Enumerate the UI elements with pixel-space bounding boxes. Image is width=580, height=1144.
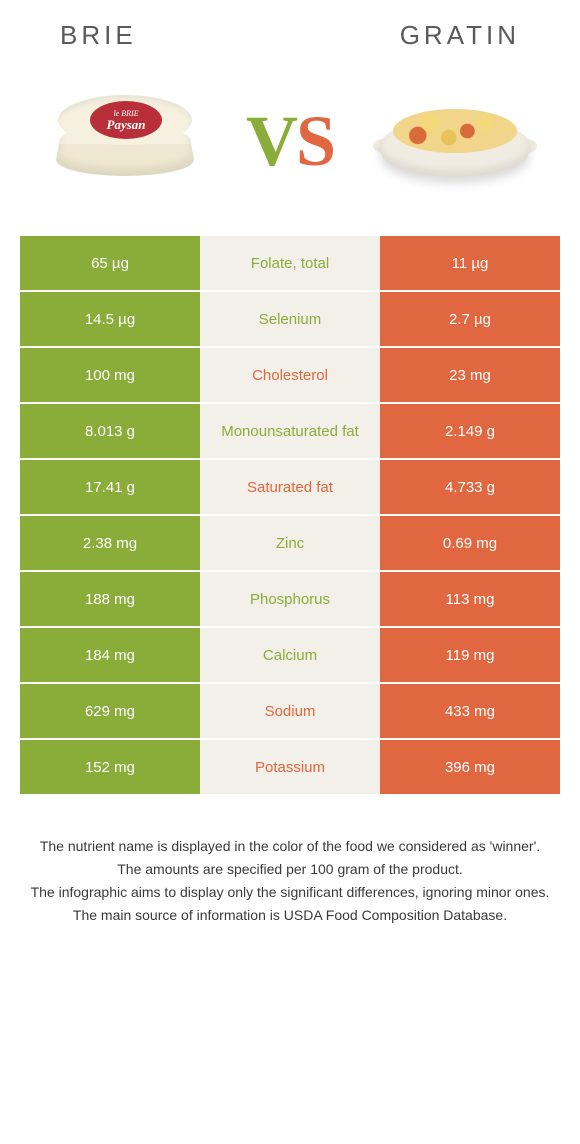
right-value: 119 mg (380, 628, 560, 684)
nutrient-table: 65 µgFolate, total11 µg14.5 µgSelenium2.… (20, 236, 560, 796)
footnotes: The nutrient name is displayed in the co… (20, 796, 560, 926)
right-value: 23 mg (380, 348, 560, 404)
gratin-illustration (375, 91, 535, 191)
nutrient-label: Sodium (200, 684, 380, 740)
left-value: 14.5 µg (20, 292, 200, 348)
footnote-line: The infographic aims to display only the… (30, 882, 550, 903)
table-row: 100 mgCholesterol23 mg (20, 348, 560, 404)
left-food-image: le BRIE Paysan (40, 76, 210, 206)
vs-icon: VS (246, 100, 334, 183)
table-row: 2.38 mgZinc0.69 mg (20, 516, 560, 572)
nutrient-label: Folate, total (200, 236, 380, 292)
footnote-line: The amounts are specified per 100 gram o… (30, 859, 550, 880)
left-value: 17.41 g (20, 460, 200, 516)
nutrient-label: Zinc (200, 516, 380, 572)
table-row: 65 µgFolate, total11 µg (20, 236, 560, 292)
nutrient-label: Cholesterol (200, 348, 380, 404)
left-value: 629 mg (20, 684, 200, 740)
nutrient-label: Monounsaturated fat (200, 404, 380, 460)
table-row: 14.5 µgSelenium2.7 µg (20, 292, 560, 348)
footnote-line: The nutrient name is displayed in the co… (30, 836, 550, 857)
right-value: 2.7 µg (380, 292, 560, 348)
table-row: 184 mgCalcium119 mg (20, 628, 560, 684)
nutrient-label: Calcium (200, 628, 380, 684)
right-value: 2.149 g (380, 404, 560, 460)
right-value: 396 mg (380, 740, 560, 796)
nutrient-label: Phosphorus (200, 572, 380, 628)
table-row: 188 mgPhosphorus113 mg (20, 572, 560, 628)
nutrient-label: Selenium (200, 292, 380, 348)
table-row: 17.41 gSaturated fat4.733 g (20, 460, 560, 516)
left-value: 188 mg (20, 572, 200, 628)
right-value: 113 mg (380, 572, 560, 628)
table-row: 629 mgSodium433 mg (20, 684, 560, 740)
hero-row: le BRIE Paysan VS (20, 76, 560, 236)
table-row: 8.013 gMonounsaturated fat2.149 g (20, 404, 560, 460)
footnote-line: The main source of information is USDA F… (30, 905, 550, 926)
brie-label-icon: le BRIE Paysan (90, 101, 162, 139)
right-value: 0.69 mg (380, 516, 560, 572)
right-value: 11 µg (380, 236, 560, 292)
left-food-title: Brie (60, 20, 137, 51)
right-food-image (370, 76, 540, 206)
right-food-title: Gratin (400, 20, 520, 51)
right-value: 433 mg (380, 684, 560, 740)
left-value: 184 mg (20, 628, 200, 684)
right-value: 4.733 g (380, 460, 560, 516)
left-value: 152 mg (20, 740, 200, 796)
left-value: 8.013 g (20, 404, 200, 460)
left-value: 2.38 mg (20, 516, 200, 572)
header: Brie Gratin (20, 0, 560, 76)
table-row: 152 mgPotassium396 mg (20, 740, 560, 796)
nutrient-label: Saturated fat (200, 460, 380, 516)
nutrient-label: Potassium (200, 740, 380, 796)
left-value: 100 mg (20, 348, 200, 404)
brie-illustration: le BRIE Paysan (50, 91, 200, 191)
left-value: 65 µg (20, 236, 200, 292)
